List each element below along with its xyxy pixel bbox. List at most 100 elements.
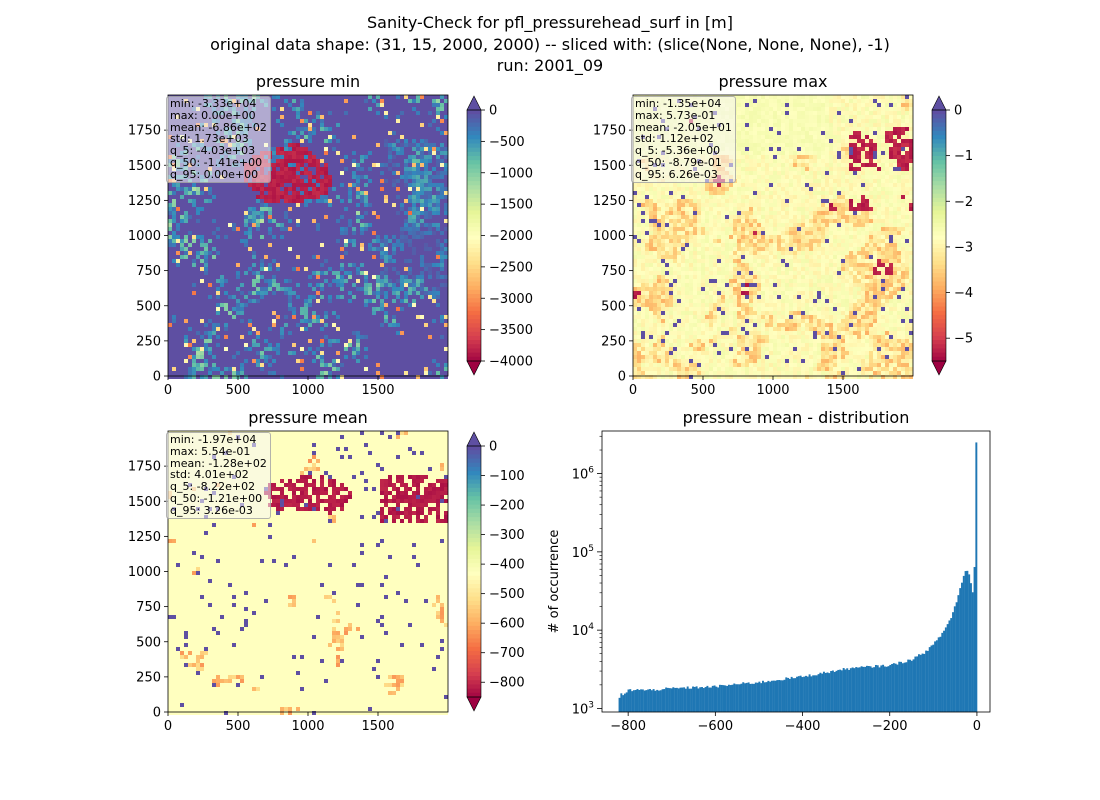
histogram-bar [684,688,687,712]
histogram-bar [892,663,895,712]
colorbar-extend-under [466,360,482,376]
stats-line: q_5: -5.36e+00 [635,144,721,158]
histogram-bar [849,668,852,712]
histogram-bar [710,687,712,712]
histogram-bar [769,681,772,712]
histogram-bar [740,683,743,712]
histogram-bar [702,688,705,712]
colorbar-tick-label: −4000 [489,355,533,370]
histogram-bar [839,669,842,712]
histogram-bar [826,672,829,712]
histogram-bar [937,637,940,712]
histogram-bar [867,666,870,712]
colorbar-extend-over [466,95,482,111]
stats-line: mean: -1.28e+02 [170,456,267,470]
y-tick-label: 1250 [128,194,161,209]
histogram-bar [670,688,673,712]
histogram-bar [729,685,732,712]
colorbar-tick-label: −300 [489,528,525,543]
histogram-bar [744,683,747,712]
histogram-bar [726,685,729,712]
y-tick-label: 0 [153,370,161,385]
figure-title-line-1: Sanity-Check for pfl_pressurehead_surf i… [367,13,733,32]
colorbar: 0 −500 −1000 −1500 −2000 −2500 −3000 −3500 −4000 [466,95,533,376]
colorbar: 0 −100 −200 −300 −400 −500 −600 −700 −800 [466,431,525,712]
histogram-bar [643,690,646,712]
histogram-bar [946,624,949,712]
y-tick-label: 105 [572,544,594,561]
histogram-bar [785,677,788,712]
histogram-bar [968,574,971,712]
histogram-bar [814,675,816,712]
histogram-bar [894,663,897,712]
stats-box: min: -3.33e+04 max: 0.00e+00 mean: -6.86e+… [166,96,271,183]
colorbar-tick-label: −100 [489,469,525,484]
stats-line: mean: -6.86e+02 [170,120,267,134]
histogram-bar [914,656,917,712]
histogram-bar [788,678,791,712]
histogram-bar [957,595,960,712]
histogram-bar [869,666,872,712]
histogram-bar [711,685,714,712]
histogram-bar [693,686,696,712]
stats-line: min: -1.97e+04 [170,433,257,446]
colorbar-tick-label: −800 [489,676,525,691]
histogram-bar [697,688,700,712]
histogram-bar [733,683,736,712]
histogram-panel: pressure mean - distribution −800 −600 −400… [547,408,991,734]
histogram-bar [961,582,963,712]
histogram-bar [917,654,920,712]
histogram-bar [840,670,843,712]
heatmap-title: pressure mean [248,408,368,427]
x-tick-label: 500 [691,383,716,398]
histogram-bar [975,442,978,712]
histogram-bar [631,691,634,712]
histogram-bar [629,689,632,712]
histogram-bar [878,667,881,712]
y-tick-label: 106 [572,466,595,483]
histogram-bar [900,661,902,712]
histogram-bar [794,678,797,712]
histogram-bar [862,666,865,712]
stats-line: q_5: -4.03e+03 [170,144,256,158]
histogram-bar [774,680,777,712]
histogram-bar [842,668,845,712]
histogram-bar [966,570,969,712]
histogram-bar [623,693,626,712]
histogram-bar [952,612,954,712]
histogram-bar [969,583,972,712]
histogram-bar [973,567,976,712]
histogram-bar [692,686,695,712]
histogram-bar [889,664,892,712]
histogram-bar [718,684,721,712]
colorbar-extend-under [466,696,482,712]
histogram-bar [675,687,678,712]
histogram-bar [821,673,824,712]
colorbar-tick-label: −1000 [489,166,533,181]
histogram-bar [903,662,906,712]
histogram-bar [909,659,911,712]
histogram-bar [817,674,820,712]
y-tick-label: 1750 [128,124,161,139]
x-tick-label: 1500 [826,383,859,398]
y-tick-label: 500 [601,299,626,314]
y-tick-label: 1000 [128,229,161,244]
histogram-bar [898,661,901,712]
histogram-bar [776,680,779,712]
histogram-bar [950,618,953,712]
histogram-bar [627,689,630,712]
stats-line: q_95: 3.26e-03 [170,503,253,517]
x-tick-label: 0 [164,719,172,734]
histogram-bar [803,676,806,712]
histogram-bar [751,683,754,712]
y-tick-label: 500 [136,299,161,314]
histogram-bar [964,571,967,712]
histogram-bar [926,650,929,712]
histogram-bar [699,687,702,712]
y-tick-label: 0 [618,370,626,385]
histogram-bar [679,687,682,712]
colorbar-tick-label: −3500 [489,323,533,338]
histogram-bar [830,671,833,712]
histogram-bar [806,676,809,712]
histogram-bar [634,689,637,712]
